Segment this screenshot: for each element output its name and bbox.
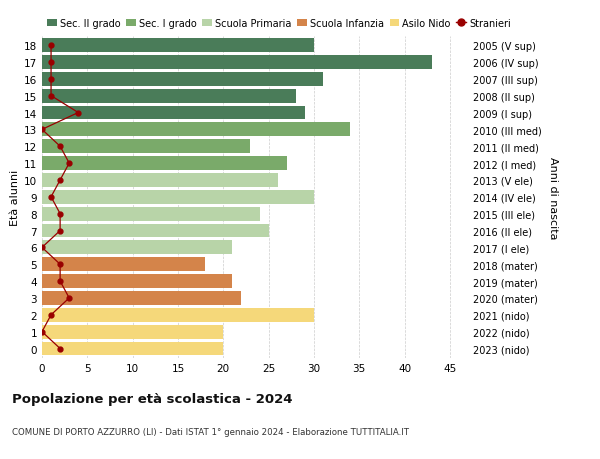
Legend: Sec. II grado, Sec. I grado, Scuola Primaria, Scuola Infanzia, Asilo Nido, Stran: Sec. II grado, Sec. I grado, Scuola Prim…	[47, 19, 511, 28]
Bar	[42, 73, 323, 86]
Bar	[42, 207, 260, 221]
Bar	[42, 291, 241, 305]
Bar	[42, 140, 250, 154]
Text: Popolazione per età scolastica - 2024: Popolazione per età scolastica - 2024	[12, 392, 293, 405]
Bar	[42, 241, 232, 255]
Bar	[42, 224, 269, 238]
Bar	[42, 157, 287, 171]
Bar	[42, 342, 223, 356]
Bar	[42, 56, 432, 70]
Y-axis label: Età alunni: Età alunni	[10, 169, 20, 225]
Bar	[42, 123, 350, 137]
Bar	[42, 90, 296, 103]
Bar	[42, 106, 305, 120]
Bar	[42, 308, 314, 322]
Bar	[42, 39, 314, 53]
Bar	[42, 258, 205, 272]
Bar	[42, 325, 223, 339]
Text: COMUNE DI PORTO AZZURRO (LI) - Dati ISTAT 1° gennaio 2024 - Elaborazione TUTTITA: COMUNE DI PORTO AZZURRO (LI) - Dati ISTA…	[12, 427, 409, 436]
Bar	[42, 274, 232, 288]
Y-axis label: Anni di nascita: Anni di nascita	[548, 156, 558, 239]
Bar	[42, 190, 314, 204]
Bar	[42, 174, 278, 187]
